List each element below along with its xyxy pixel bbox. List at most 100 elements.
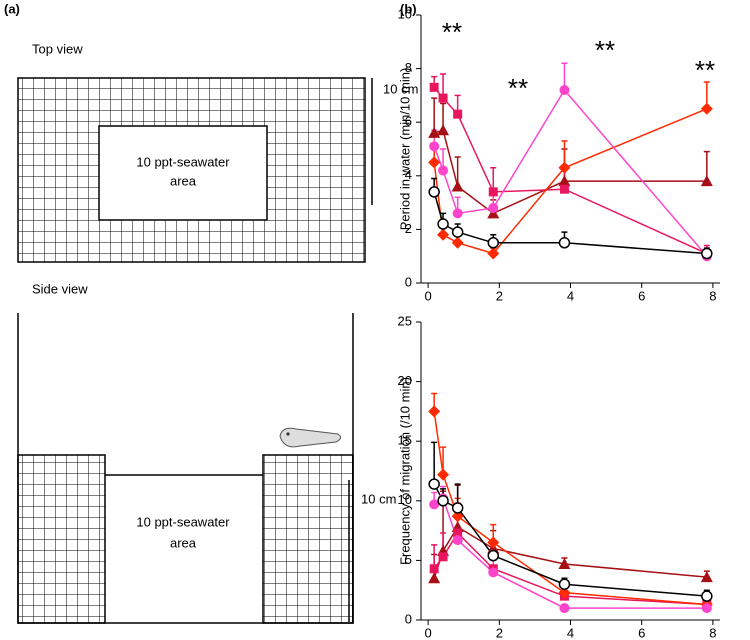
series-line: [433, 497, 707, 609]
series-line: [433, 129, 707, 215]
y-axis-title: Period in water (min/10 min): [397, 68, 412, 231]
x-tick-label: 8: [709, 625, 716, 640]
marker: [429, 564, 439, 574]
marker: [453, 528, 463, 538]
marker: [487, 549, 500, 562]
panel-label: (b): [400, 1, 417, 16]
marker: [437, 124, 450, 136]
marker: [451, 510, 464, 523]
marker: [488, 187, 498, 197]
marker: [558, 557, 571, 569]
y-tick-label: 15: [398, 433, 412, 448]
area-label: 10 ppt-seawater: [136, 514, 230, 529]
scale-label: 10 cm: [361, 491, 396, 506]
marker: [428, 478, 440, 490]
y-tick-label: 2: [405, 221, 412, 236]
series-line: [433, 88, 708, 257]
series-line: [433, 411, 707, 606]
y-tick-label: 8: [405, 60, 412, 75]
tadpole-icon: [279, 427, 342, 448]
y-tick-label: 10: [398, 492, 412, 507]
marker: [558, 237, 571, 249]
series-line: [433, 191, 707, 255]
marker: [451, 180, 464, 192]
significance-mark: **: [695, 55, 715, 85]
marker: [558, 578, 571, 590]
x-tick-label: 4: [567, 625, 574, 640]
marker: [428, 572, 441, 584]
marker: [701, 603, 712, 614]
panel-label: (a): [4, 1, 20, 16]
marker: [437, 218, 449, 230]
marker: [488, 567, 499, 578]
marker: [437, 468, 450, 481]
y-tick-label: 0: [405, 274, 412, 289]
marker: [429, 499, 440, 510]
marker: [700, 175, 713, 187]
area-label: 10 ppt-seawater: [136, 154, 230, 169]
marker: [558, 586, 571, 599]
y-tick-label: 20: [398, 373, 412, 388]
marker: [700, 571, 713, 583]
significance-mark: **: [595, 35, 615, 65]
x-tick-label: 2: [496, 625, 503, 640]
view-title: Top view: [32, 41, 83, 56]
marker: [558, 175, 571, 187]
marker: [438, 552, 448, 562]
marker: [488, 202, 499, 213]
mesh-block: [17, 454, 106, 624]
marker: [559, 184, 569, 194]
panel-a: (a) Top view 10 ppt-seawater area 10 cm …: [4, 1, 418, 624]
view-title: Side view: [32, 281, 88, 296]
series-line: [433, 483, 707, 597]
area-label: area: [170, 173, 197, 188]
x-tick-label: 4: [567, 288, 574, 303]
y-tick-label: 4: [405, 167, 412, 182]
marker: [451, 236, 464, 249]
marker: [487, 237, 500, 249]
marker: [558, 161, 571, 174]
series-line: [433, 525, 707, 579]
error-bar: [431, 441, 438, 485]
marker: [452, 208, 463, 219]
marker: [428, 405, 441, 418]
marker: [438, 165, 449, 176]
marker: [701, 590, 713, 602]
y-tick-label: 0: [405, 611, 412, 626]
marker: [452, 535, 463, 546]
y-tick-label: 6: [405, 114, 412, 129]
y-tick-label: 10: [398, 6, 412, 21]
y-tick-label: 5: [405, 552, 412, 567]
marker: [453, 109, 463, 119]
x-tick-label: 6: [638, 288, 645, 303]
significance-mark: **: [442, 17, 462, 47]
marker: [429, 82, 439, 92]
marker: [428, 186, 440, 198]
marker: [451, 502, 464, 514]
x-tick-label: 0: [425, 625, 432, 640]
y-axis-title: Frequency of migration (/10 min): [397, 377, 412, 565]
x-tick-label: 8: [709, 288, 716, 303]
marker: [429, 141, 440, 152]
marker: [487, 247, 500, 260]
significance-mark: **: [508, 73, 528, 103]
marker: [701, 247, 713, 260]
marker: [438, 93, 448, 103]
mesh-block: [262, 454, 354, 624]
scale-label: 10 cm: [383, 81, 418, 96]
x-tick-label: 2: [496, 288, 503, 303]
marker: [437, 228, 450, 241]
marker: [437, 495, 449, 507]
y-tick-label: 25: [398, 313, 412, 328]
x-tick-label: 0: [425, 288, 432, 303]
area-label: area: [170, 535, 197, 550]
marker: [487, 536, 500, 549]
series-line: [433, 86, 708, 255]
marker: [700, 102, 713, 115]
marker: [559, 85, 570, 96]
marker: [451, 226, 464, 238]
marker: [559, 603, 570, 614]
x-tick-label: 6: [638, 625, 645, 640]
